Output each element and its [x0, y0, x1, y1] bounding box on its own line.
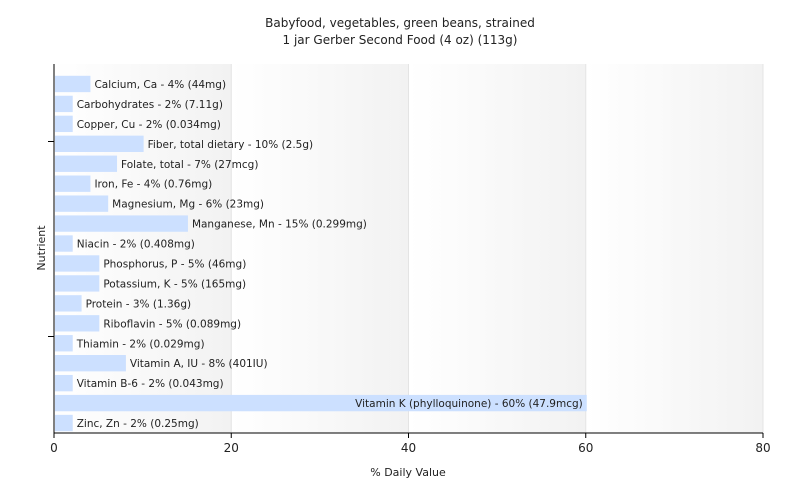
x-tick-label: 20 — [224, 441, 239, 455]
bar-label: Magnesium, Mg - 6% (23mg) — [112, 199, 264, 211]
bar-label: Niacin - 2% (0.408mg) — [77, 239, 195, 251]
background-band — [231, 64, 409, 433]
bar — [55, 115, 73, 133]
bar — [55, 195, 109, 212]
bar — [55, 255, 100, 272]
bar — [55, 75, 91, 93]
bar-label: Protein - 3% (1.36g) — [86, 298, 192, 310]
bar — [55, 95, 73, 113]
chart-subtitle: 1 jar Gerber Second Food (4 oz) (113g) — [282, 33, 518, 47]
bar-label: Manganese, Mn - 15% (0.299mg) — [192, 219, 367, 231]
bar — [55, 295, 82, 312]
bar-label: Vitamin B-6 - 2% (0.043mg) — [77, 378, 224, 390]
x-tick-label: 60 — [578, 441, 593, 455]
bar — [55, 275, 100, 292]
bar — [55, 414, 73, 432]
x-tick-label: 80 — [755, 441, 770, 455]
bar — [55, 335, 73, 352]
x-axis-label: % Daily Value — [370, 466, 446, 479]
bar-label: Potassium, K - 5% (165mg) — [103, 278, 246, 290]
bar-label: Riboflavin - 5% (0.089mg) — [103, 318, 241, 330]
bar — [55, 315, 100, 332]
chart-title: Babyfood, vegetables, green beans, strai… — [265, 16, 535, 30]
x-tick-label: 0 — [50, 441, 58, 455]
bar-label: Iron, Fe - 4% (0.76mg) — [94, 179, 212, 191]
bar-label: Copper, Cu - 2% (0.034mg) — [77, 119, 221, 131]
bar — [55, 355, 126, 372]
y-axis-label: Nutrient — [35, 225, 48, 271]
background-band — [408, 64, 586, 433]
bar-label: Zinc, Zn - 2% (0.25mg) — [77, 418, 199, 430]
x-tick-label: 40 — [401, 441, 416, 455]
bar-label: Calcium, Ca - 4% (44mg) — [94, 79, 226, 91]
bar — [55, 374, 73, 392]
bar — [55, 215, 188, 232]
bar-label: Carbohydrates - 2% (7.11g) — [77, 99, 223, 111]
background-band — [585, 64, 763, 433]
bar — [55, 235, 73, 252]
bar — [55, 175, 91, 192]
bar-label: Folate, total - 7% (27mcg) — [121, 159, 258, 171]
bar — [55, 135, 144, 152]
bar — [55, 394, 587, 412]
bar-label: Fiber, total dietary - 10% (2.5g) — [148, 139, 313, 151]
bar-label: Thiamin - 2% (0.029mg) — [76, 338, 205, 350]
bar — [55, 155, 118, 172]
background-band — [54, 64, 232, 433]
bar-label: Phosphorus, P - 5% (46mg) — [103, 258, 246, 270]
bar-label: Vitamin K (phylloquinone) - 60% (47.9mcg… — [355, 398, 583, 410]
bar-label: Vitamin A, IU - 8% (401IU) — [130, 358, 268, 370]
